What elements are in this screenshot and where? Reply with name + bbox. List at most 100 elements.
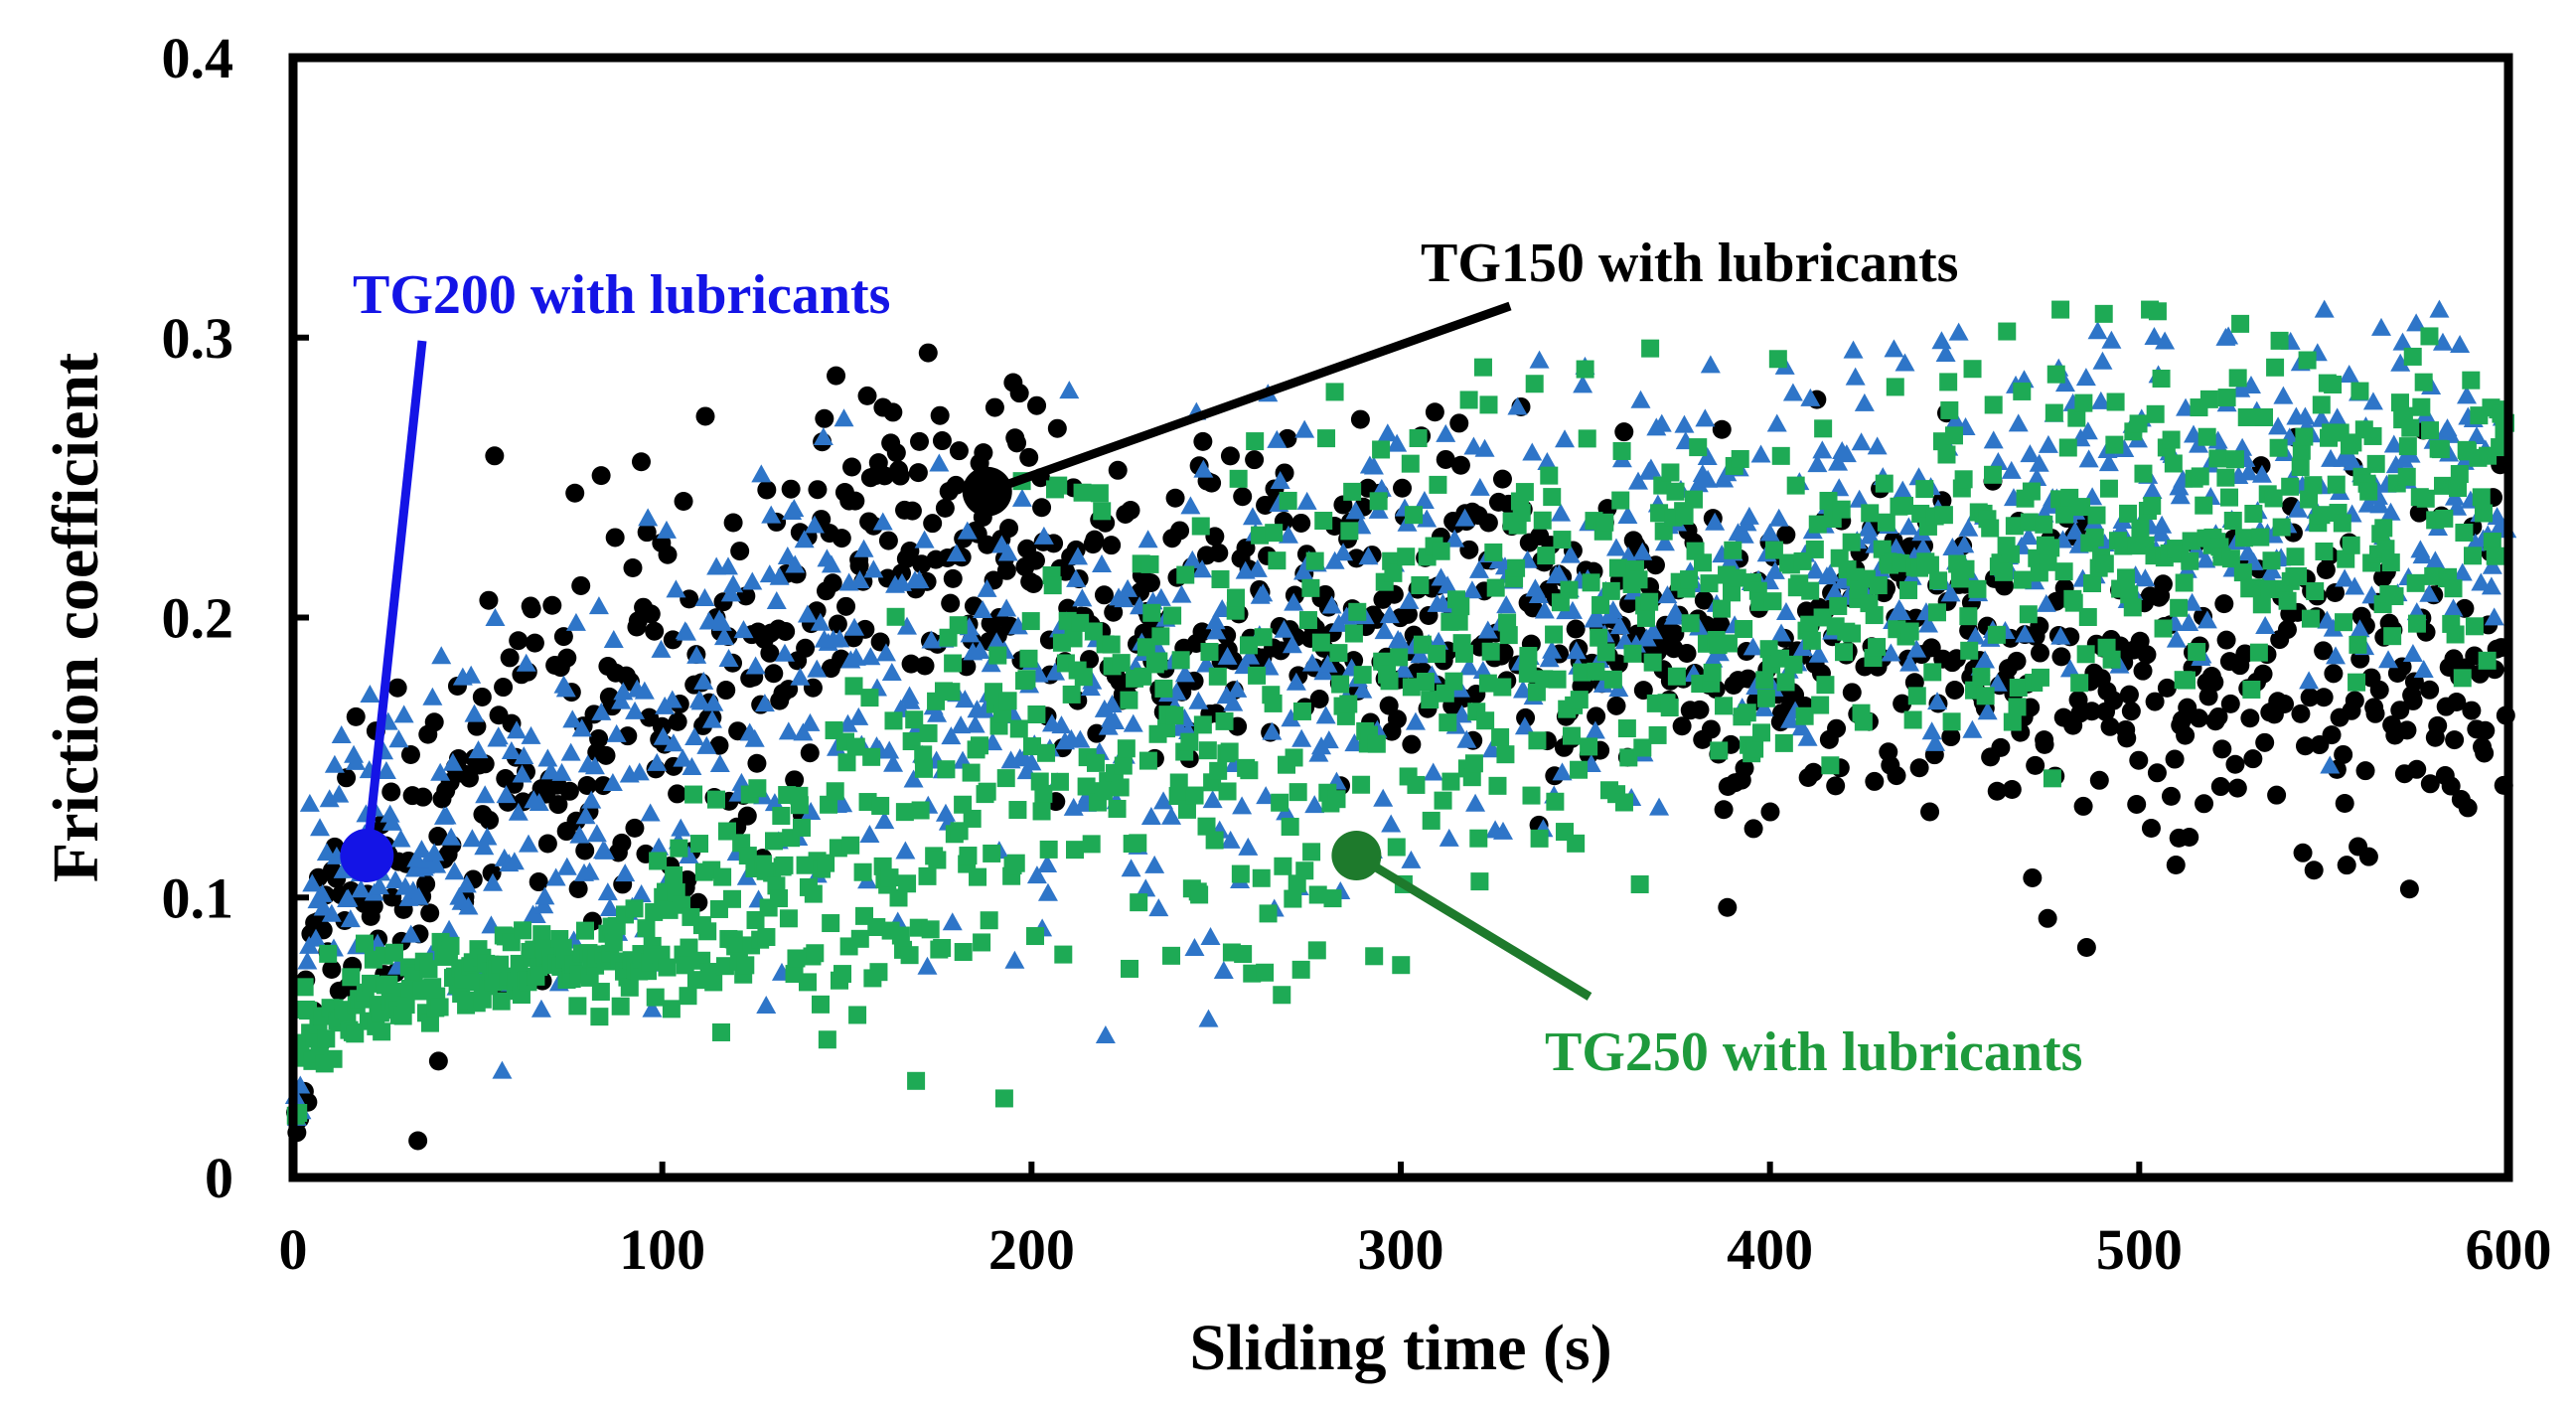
data-point-square xyxy=(2191,467,2209,486)
data-point-square xyxy=(1995,562,2014,581)
data-point-triangle xyxy=(1153,791,1174,810)
data-point-triangle xyxy=(408,886,429,905)
data-point-square xyxy=(1073,483,1092,502)
data-point-triangle xyxy=(975,700,995,718)
data-point-square xyxy=(853,862,872,881)
data-point-circle xyxy=(2275,694,2295,713)
data-point-square xyxy=(2281,477,2300,496)
data-point-square xyxy=(978,782,996,801)
data-point-circle xyxy=(1094,585,1114,605)
data-point-square xyxy=(384,943,403,962)
data-point-triangle xyxy=(709,754,730,773)
data-point-square xyxy=(396,996,415,1015)
data-point-square xyxy=(1209,761,1228,780)
data-point-triangle xyxy=(1469,477,1490,496)
data-point-circle xyxy=(728,721,748,741)
data-point-triangle xyxy=(2166,629,2187,648)
data-point-square xyxy=(690,835,709,854)
data-point-circle xyxy=(1170,521,1190,541)
data-point-triangle xyxy=(875,643,896,662)
data-point-triangle xyxy=(1414,490,1435,509)
data-point-square xyxy=(1264,694,1283,712)
data-point-square xyxy=(2278,591,2297,610)
data-point-triangle xyxy=(1698,469,1719,488)
data-point-square xyxy=(1331,675,1350,694)
data-point-triangle xyxy=(2036,593,2056,612)
data-point-square xyxy=(889,888,908,907)
data-point-square xyxy=(590,1008,609,1026)
data-point-square xyxy=(676,956,694,975)
data-point-square xyxy=(713,867,732,886)
data-point-circle xyxy=(1672,716,1692,736)
data-point-square xyxy=(1869,576,1888,595)
data-point-triangle xyxy=(1102,695,1123,713)
data-point-triangle xyxy=(860,647,881,666)
data-point-square xyxy=(1325,383,1344,401)
data-point-triangle xyxy=(2050,626,2071,645)
data-point-circle xyxy=(542,595,562,615)
data-point-square xyxy=(988,646,1007,665)
data-point-square xyxy=(1875,474,1894,493)
data-point-square xyxy=(1488,776,1507,795)
data-point-circle xyxy=(1803,762,1823,782)
data-point-square xyxy=(1259,904,1278,923)
data-point-circle xyxy=(1941,727,1961,747)
data-point-square xyxy=(2337,549,2355,568)
data-point-square xyxy=(1305,551,1324,570)
data-point-circle xyxy=(2145,692,2165,711)
data-point-square xyxy=(317,1029,336,1048)
data-point-square xyxy=(973,933,991,952)
data-point-triangle xyxy=(1585,720,1605,739)
data-point-circle xyxy=(932,431,952,451)
data-point-triangle xyxy=(1318,730,1339,749)
data-point-circle xyxy=(1027,395,1047,415)
data-point-triangle xyxy=(653,726,674,745)
data-point-square xyxy=(2291,458,2310,477)
data-point-triangle xyxy=(1753,698,1774,716)
data-point-triangle xyxy=(1884,339,1904,358)
data-point-square xyxy=(1528,731,1547,750)
data-point-square xyxy=(2381,553,2400,572)
data-point-square xyxy=(1756,689,1775,707)
data-point-circle xyxy=(557,648,577,668)
data-point-circle xyxy=(2255,732,2275,752)
data-point-triangle xyxy=(1227,679,1248,698)
data-point-triangle xyxy=(1829,478,1850,497)
data-point-triangle xyxy=(1782,383,1803,401)
data-point-circle xyxy=(2407,759,2427,779)
data-point-square xyxy=(2225,450,2244,469)
data-point-triangle xyxy=(1477,620,1498,639)
data-point-square xyxy=(646,988,665,1007)
data-point-triangle xyxy=(662,690,682,708)
data-point-square xyxy=(2478,651,2497,670)
data-point-triangle xyxy=(331,724,352,743)
data-point-triangle xyxy=(2020,444,2041,463)
data-point-square xyxy=(1273,986,1291,1005)
data-point-triangle xyxy=(833,794,853,813)
data-point-triangle xyxy=(1552,762,1573,781)
data-point-triangle xyxy=(468,740,489,759)
data-point-circle xyxy=(1690,700,1710,719)
data-point-square xyxy=(1590,628,1608,647)
data-point-square xyxy=(2076,645,2095,664)
data-point-triangle xyxy=(769,566,790,585)
data-point-square xyxy=(2042,539,2060,557)
data-point-square xyxy=(994,1089,1013,1108)
data-point-triangle xyxy=(1912,538,1933,556)
data-point-triangle xyxy=(2054,374,2075,392)
data-point-circle xyxy=(2089,770,2109,790)
data-point-circle xyxy=(2117,728,2137,748)
data-point-circle xyxy=(1694,590,1714,610)
data-point-square xyxy=(1805,540,1824,558)
data-point-circle xyxy=(1893,694,1912,713)
data-point-triangle xyxy=(1439,828,1459,847)
data-point-triangle xyxy=(1705,512,1726,531)
data-point-triangle xyxy=(345,751,366,770)
data-point-triangle xyxy=(430,762,451,781)
data-point-circle xyxy=(658,545,678,564)
data-point-circle xyxy=(2195,794,2214,814)
data-point-circle xyxy=(1566,619,1586,639)
data-point-square xyxy=(914,745,933,764)
data-point-square xyxy=(1451,597,1470,616)
data-point-square xyxy=(2217,389,2236,407)
